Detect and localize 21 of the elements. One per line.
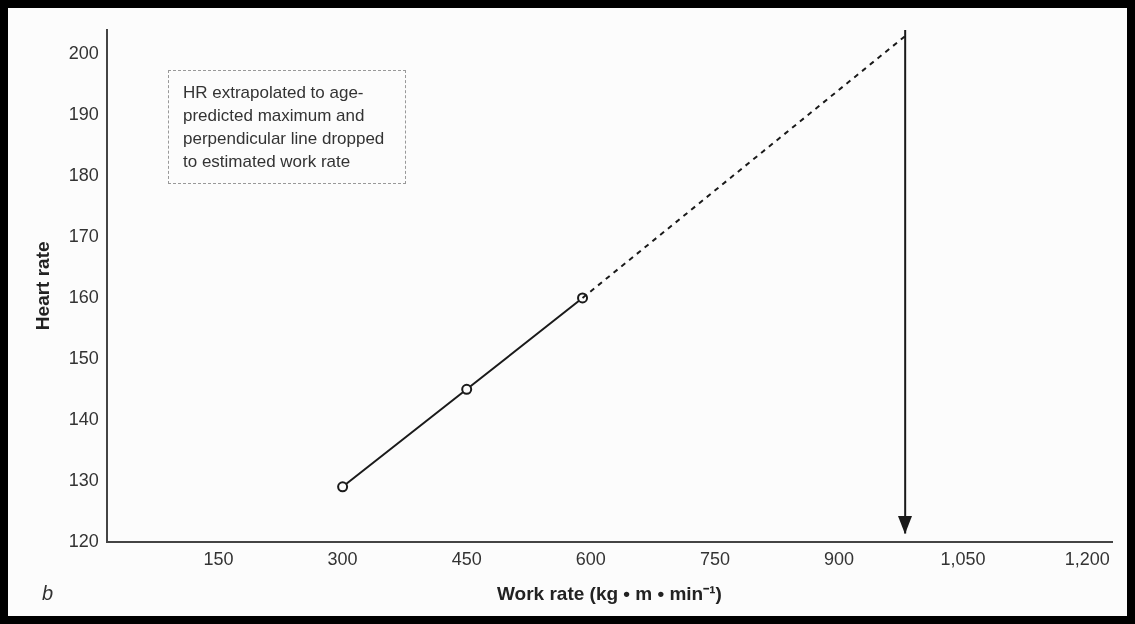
x-axis-title: Work rate (kg • m • min⁻¹): [497, 582, 722, 604]
y-tick-label: 190: [68, 104, 99, 125]
y-tick-label: 150: [68, 347, 99, 368]
y-axis-title: Heart rate: [31, 241, 53, 331]
y-tick-label: 170: [68, 226, 99, 247]
x-tick-label: 150: [203, 549, 234, 570]
x-tick-label: 1,050: [940, 549, 986, 570]
y-tick-label: 200: [68, 43, 99, 64]
y-tick-label: 160: [68, 286, 99, 307]
x-tick-label: 1,200: [1064, 549, 1110, 570]
x-tick-label: 750: [699, 549, 730, 570]
x-tick-label: 600: [575, 549, 606, 570]
y-tick-label: 120: [68, 530, 99, 551]
annotation: HR extrapolated to age-predicted maximum and perpendicular line dropped to estimated work rate: [168, 70, 406, 184]
y-tick-label: 140: [68, 408, 99, 429]
y-tick-label: 130: [68, 469, 99, 490]
y-tick-label: 180: [68, 165, 99, 186]
x-tick-label: 450: [451, 549, 482, 570]
x-tick-label: 900: [823, 549, 855, 570]
x-tick-label: 300: [327, 549, 358, 570]
text: b: [42, 582, 54, 605]
